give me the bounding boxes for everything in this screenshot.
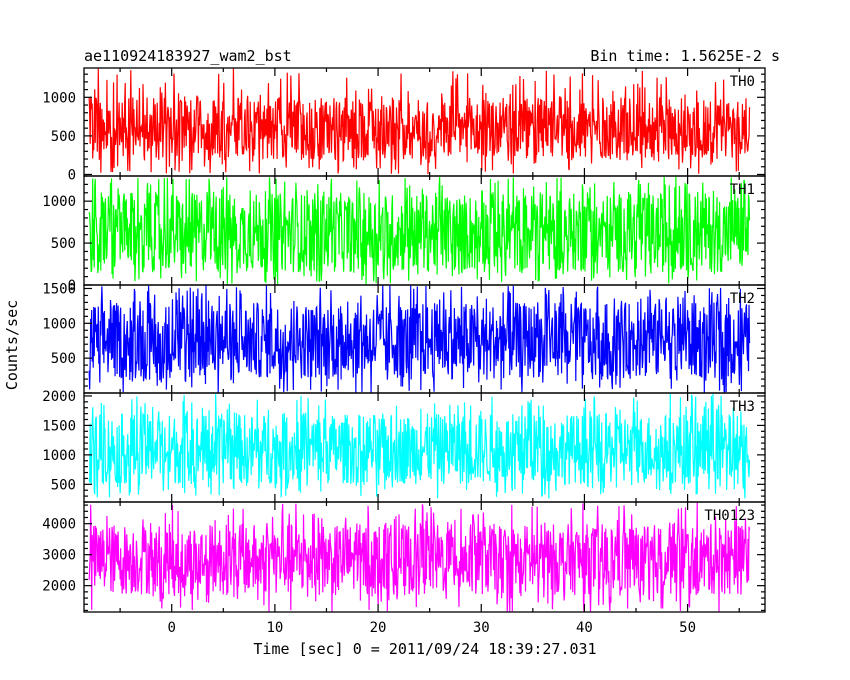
y-tick-label: 500 bbox=[51, 477, 76, 493]
panel-th0123: 2000 3000 4000 TH0123 0 10 20 30 40 50 bbox=[42, 501, 766, 636]
y-tick-label: 500 bbox=[51, 129, 76, 145]
x-tick-label: 50 bbox=[679, 620, 696, 636]
panel-label-th2: TH2 bbox=[730, 291, 755, 307]
x-tick-label: 10 bbox=[266, 620, 283, 636]
panel-label-th1: TH1 bbox=[730, 182, 755, 198]
series-line-th1 bbox=[88, 176, 751, 285]
panel-label-th0: TH0 bbox=[730, 74, 755, 90]
series-line-th2 bbox=[88, 285, 751, 393]
series-line-th0 bbox=[88, 68, 751, 175]
panel-th0: 0 500 1000 TH0 bbox=[42, 67, 766, 183]
y-tick-label: 1000 bbox=[42, 90, 76, 106]
y-tick-label: 500 bbox=[51, 236, 76, 252]
x-tick-label: 20 bbox=[370, 620, 387, 636]
x-tick-label: 0 bbox=[167, 620, 175, 636]
y-tick-label: 2000 bbox=[42, 389, 76, 405]
y-tick-label: 1500 bbox=[42, 281, 76, 297]
x-axis-label: Time [sec] 0 = 2011/09/24 18:39:27.031 bbox=[253, 640, 596, 658]
y-tick-label: 1000 bbox=[42, 316, 76, 332]
x-tick-label: 30 bbox=[473, 620, 490, 636]
y-tick-label: 1000 bbox=[42, 194, 76, 210]
y-tick-label: 1500 bbox=[42, 418, 76, 434]
y-tick-label: 1000 bbox=[42, 448, 76, 464]
y-tick-label: 0 bbox=[68, 278, 76, 294]
x-tick-label: 40 bbox=[576, 620, 593, 636]
panels-layer: 05001000TH005001000TH150010001500TH25001… bbox=[42, 67, 766, 636]
panel-label-th0123: TH0123 bbox=[704, 508, 755, 524]
y-tick-label: 2000 bbox=[42, 579, 76, 595]
panel-th3: 500 1000 1500 2000 TH3 bbox=[42, 389, 766, 503]
y-tick-label: 500 bbox=[51, 351, 76, 367]
y-tick-label: 0 bbox=[68, 167, 76, 183]
y-tick-label: 3000 bbox=[42, 548, 76, 564]
panel-th2: 500 1000 1500 TH2 bbox=[42, 281, 766, 394]
panel-label-th3: TH3 bbox=[730, 399, 755, 415]
y-tick-label: 4000 bbox=[42, 517, 76, 533]
series-line-th0123 bbox=[88, 502, 751, 612]
series-line-th3 bbox=[88, 393, 751, 499]
y-axis-label: Counts/sec bbox=[3, 300, 21, 390]
bin-time-label: Bin time: 1.5625E-2 s bbox=[590, 47, 780, 65]
panel-frame bbox=[83, 501, 766, 613]
panel-th1: 0 500 1000 TH1 bbox=[42, 175, 766, 294]
chart-title: ae110924183927_wam2_bst bbox=[84, 47, 292, 65]
